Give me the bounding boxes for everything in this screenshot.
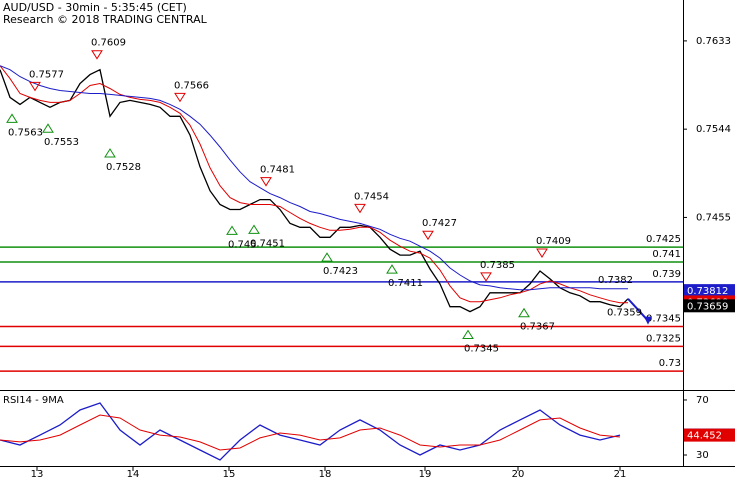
level-label: 0.7345 [646,314,681,325]
fractal-high [536,248,548,258]
annotation-label: 0.7359 [607,308,642,319]
price-tag [684,284,735,298]
level-label: 0.73 [659,358,681,369]
fractal-high [91,50,103,60]
annotation-label: 0.745 [228,239,257,250]
y-tick-label: 0.7544 [696,124,731,135]
x-tick-label: 18 [319,469,332,480]
annotation-label: 0.7427 [422,218,457,229]
annotation-label: 0.7454 [354,191,389,202]
fractal-low [462,329,474,340]
x-tick-label: 13 [31,469,44,480]
series-line [0,68,629,313]
x-tick-label: 21 [614,469,627,480]
annotation-label: 0.7528 [106,162,141,173]
annotation-label: 0.7409 [536,236,571,247]
level-label: 0.739 [652,269,681,280]
annotation-label: 0.7553 [44,137,79,148]
level-label: 0.741 [652,249,681,260]
fractal-high [422,230,434,241]
annotation-label: 0.7385 [480,260,515,271]
y-tick-label: 70 [696,395,709,406]
rsi-title: RSI14 - 9MA [3,395,64,406]
level-label: 0.7325 [646,333,681,344]
series-line [0,414,621,451]
fractal-high [29,81,41,92]
fractal-high [480,272,492,282]
annotation-label: 0.7563 [8,127,43,138]
fractal-low [42,123,54,133]
annotation-label: 0.7423 [323,266,358,277]
fractal-low [248,224,260,234]
fractal-low [321,252,333,262]
annotation-label: 0.7566 [174,80,209,91]
chart-subtitle: Research © 2018 TRADING CENTRAL [3,13,208,26]
price-tag-label: 0.73812 [687,286,728,297]
annotation-label: 0.7577 [29,69,64,80]
price-tag [684,428,735,442]
price-tag-label: 44.452 [687,431,722,442]
y-tick-label: 0.7633 [696,36,731,47]
x-tick-label: 19 [419,469,432,480]
price-tag [684,299,735,313]
annotation-label: 0.7345 [464,344,499,355]
annotation-label: 0.7367 [520,322,555,333]
fractal-low [226,225,238,235]
chart-title: AUD/USD - 30min - 5:35:45 (CET) [3,1,187,14]
annotation-label: 0.7609 [91,38,126,49]
series-line [0,65,628,304]
fractal-high [354,203,366,214]
annotation-label: 0.7481 [260,165,295,176]
y-tick-label: 30 [696,450,709,461]
forecast-arrowhead [644,316,652,325]
fractal-low [104,148,116,158]
fractal-low [386,264,398,274]
annotation-label: 0.7382 [598,275,633,286]
fractal-high [260,177,272,187]
x-tick-label: 20 [512,469,525,480]
level-label: 0.7425 [646,234,681,245]
fractal-low [518,307,530,318]
x-tick-label: 14 [127,469,140,480]
fractal-low [6,113,18,123]
x-tick-label: 15 [223,469,236,480]
price-tag-label: 0.73659 [687,301,728,312]
fractal-high [174,92,186,103]
annotation-label: 0.7411 [388,278,423,289]
annotation-label: 0.7451 [250,238,285,249]
series-line [0,65,628,291]
y-tick-label: 0.7455 [696,212,731,223]
series-line [0,402,621,461]
